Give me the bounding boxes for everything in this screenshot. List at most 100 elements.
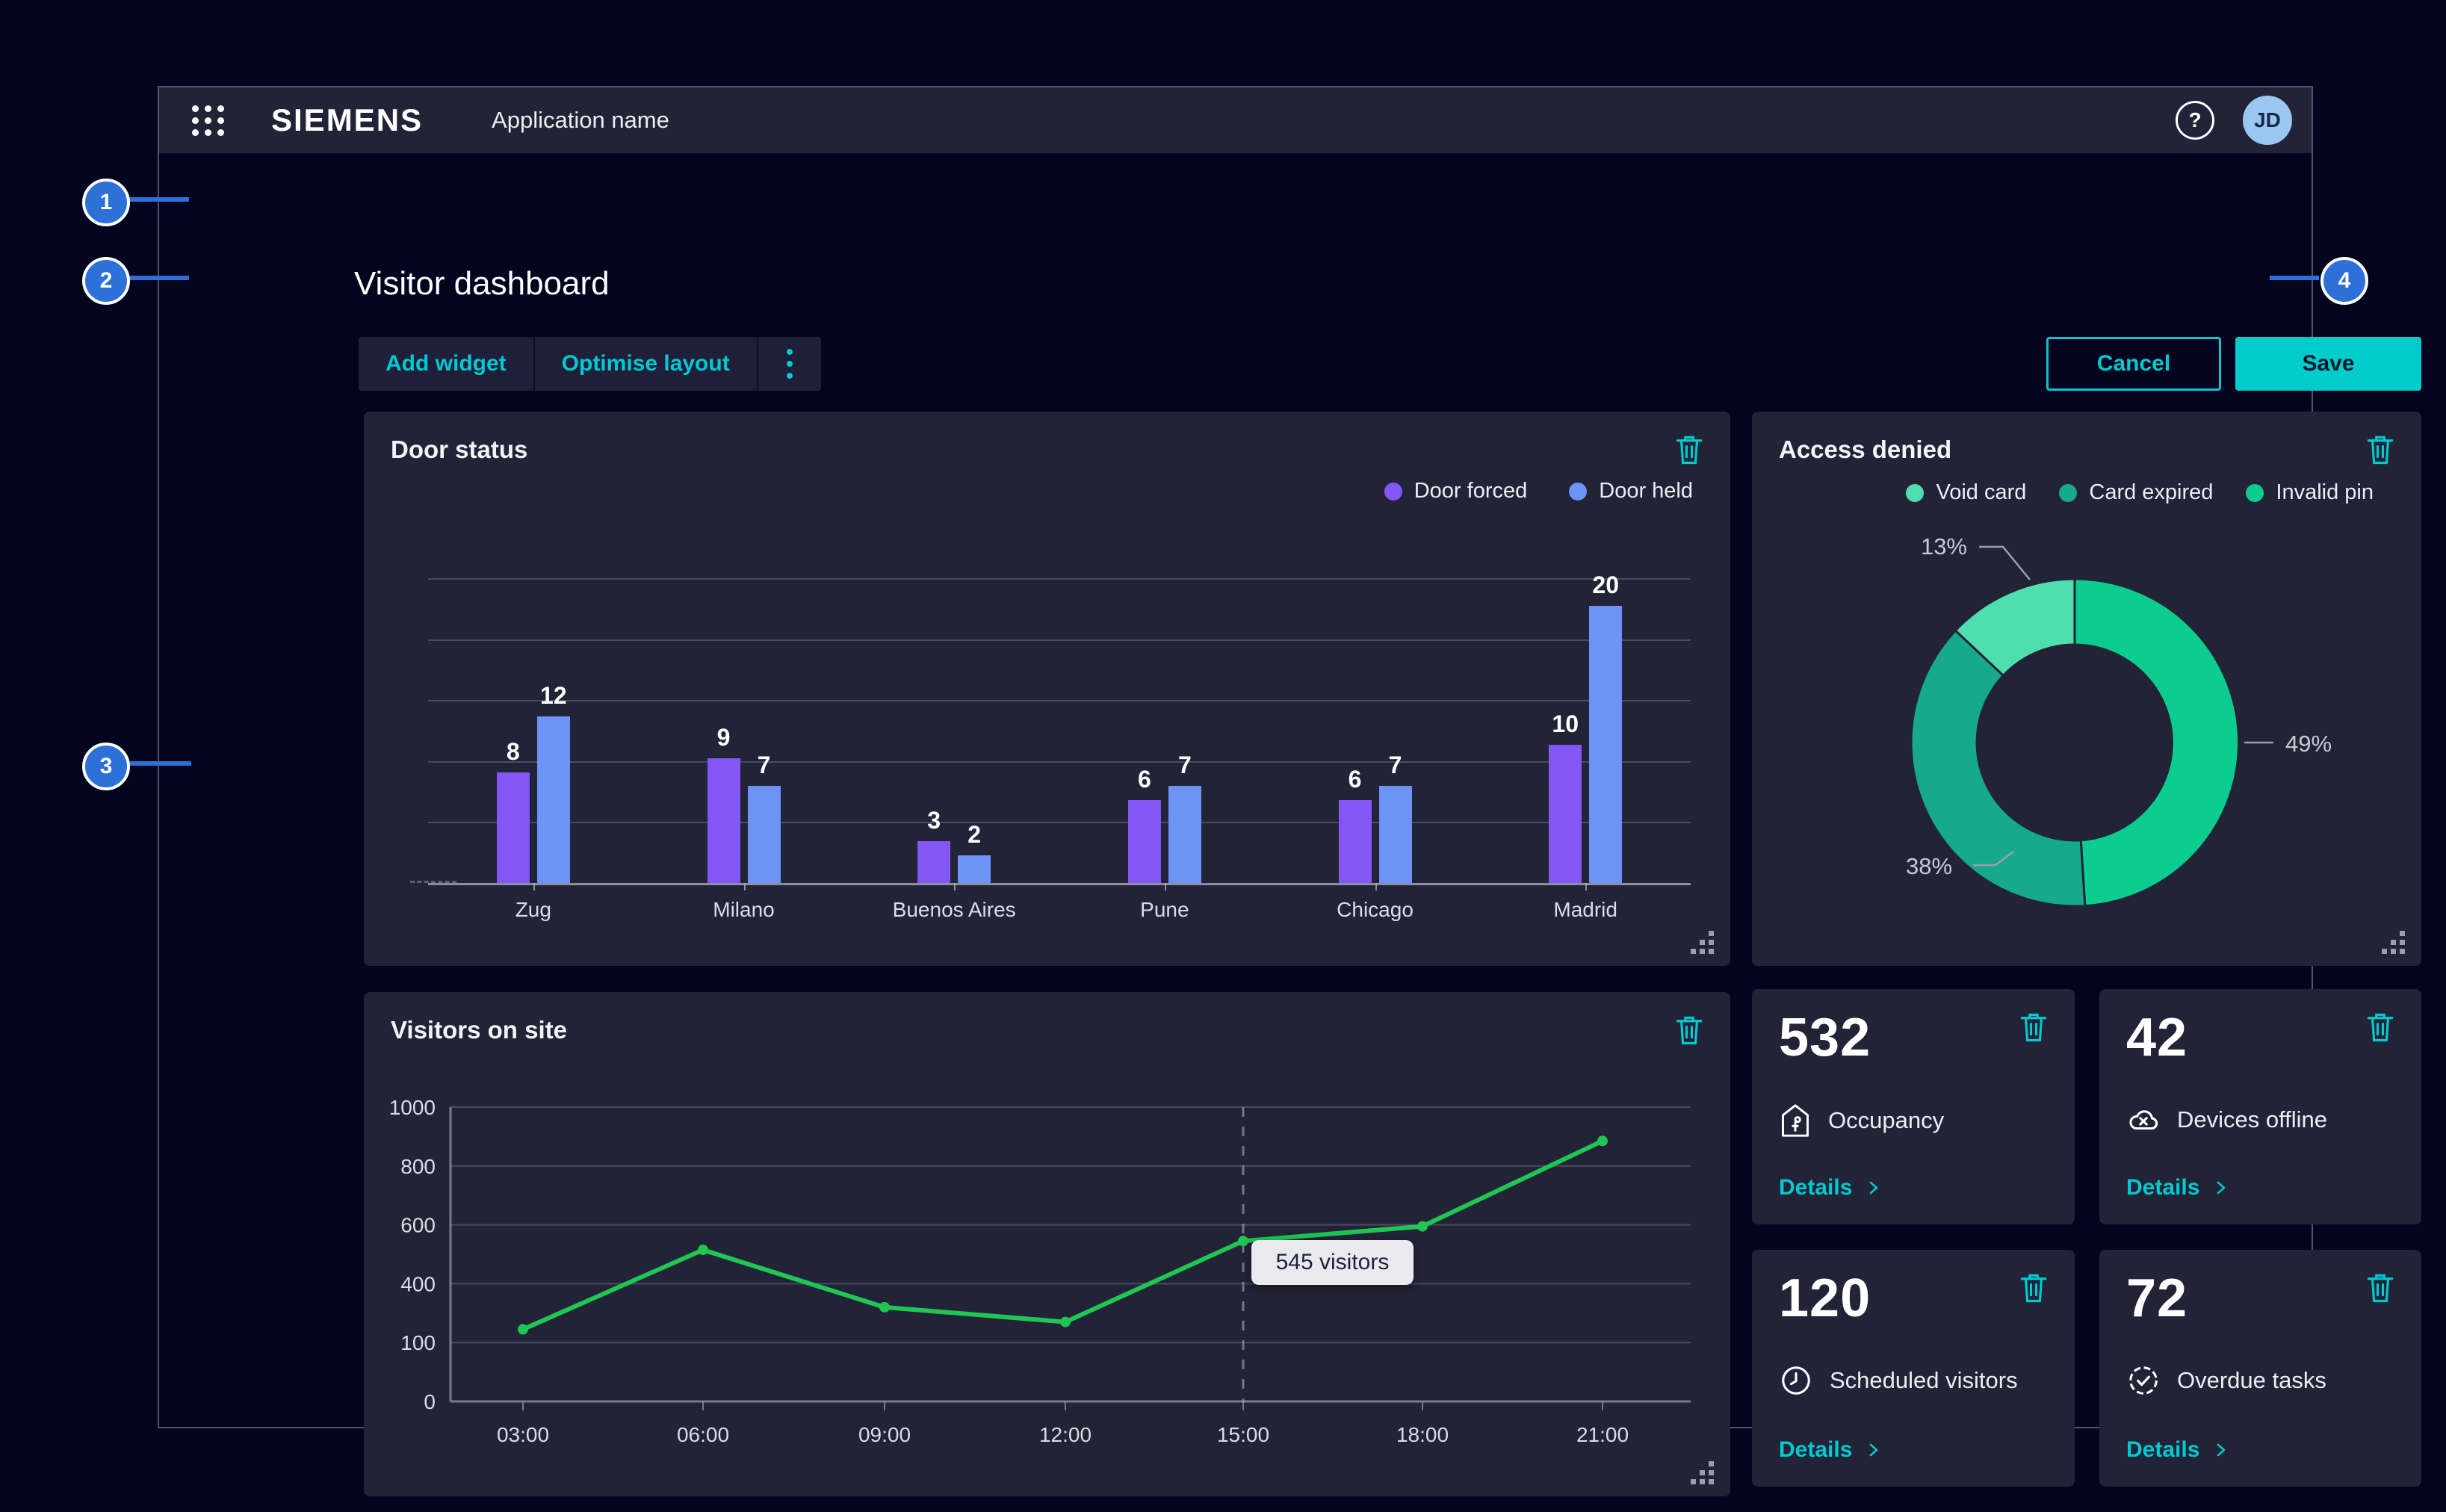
delete-widget-icon[interactable] <box>2365 1271 2396 1305</box>
svg-text:600: 600 <box>400 1214 436 1237</box>
door-status-chart: 8 12 Zug 9 7 Milano 3 2 Buenos Aires 6 7 Pune 6 7 Chic… <box>410 571 1691 921</box>
delete-widget-icon[interactable] <box>2018 1010 2049 1044</box>
donut-label: 49% <box>2285 731 2332 757</box>
delete-widget-icon[interactable] <box>1674 1013 1705 1047</box>
annotation-line-1 <box>126 197 189 202</box>
bar-value: 6 <box>1348 766 1362 793</box>
details-link[interactable]: Details <box>2126 1437 2229 1463</box>
kpi-value: 42 <box>2126 1008 2188 1068</box>
chevron-right-icon <box>1870 1443 1878 1457</box>
svg-text:09:00: 09:00 <box>858 1423 911 1446</box>
delete-widget-icon[interactable] <box>2018 1271 2049 1305</box>
legend-dot <box>2059 483 2078 502</box>
bar: 7 <box>1378 752 1412 883</box>
details-link[interactable]: Details <box>1779 1175 1882 1200</box>
legend-dot <box>2246 483 2264 502</box>
legend-dot <box>1906 483 1925 502</box>
chevron-right-icon <box>2217 1181 2226 1195</box>
category-label: Milano <box>713 898 775 921</box>
bar-group: 6 7 Chicago <box>1270 578 1481 921</box>
svg-text:15:00: 15:00 <box>1217 1423 1269 1446</box>
door-status-legend: Door forced Door held <box>1384 479 1693 504</box>
legend-item: Door held <box>1569 479 1693 504</box>
bar-value: 3 <box>927 807 941 834</box>
access-denied-donut: 49% 38% 13% <box>1813 481 2336 1004</box>
siemens-logo: SIEMENS <box>271 102 424 137</box>
kpi-overdue-tasks-card: 72 Overdue tasks Details <box>2099 1250 2421 1487</box>
bar-group: 3 2 Buenos Aires <box>849 578 1059 921</box>
kpi-label: Overdue tasks <box>2177 1367 2326 1393</box>
bar-group: 8 12 Zug <box>428 578 639 921</box>
axis-tick <box>1164 883 1166 890</box>
optimise-layout-button[interactable]: Optimise layout <box>561 351 730 376</box>
app-launcher-icon[interactable] <box>192 105 225 136</box>
annotation-marker-4: 4 <box>2320 257 2368 305</box>
delete-widget-icon[interactable] <box>2365 433 2396 467</box>
dashboard-frame: SIEMENS Application name ? JD Visitor da… <box>158 86 2421 1496</box>
add-widget-button[interactable]: Add widget <box>386 351 507 376</box>
delete-widget-icon[interactable] <box>1674 433 1705 467</box>
help-icon[interactable]: ? <box>2176 101 2214 140</box>
delete-widget-icon[interactable] <box>2365 1010 2396 1044</box>
bar-value: 6 <box>1137 766 1151 793</box>
more-options-icon[interactable] <box>758 337 821 391</box>
category-label: Madrid <box>1553 898 1617 921</box>
resize-grip[interactable] <box>1691 1461 1714 1484</box>
kpi-devices-offline-card: 42 Devices offline Details <box>2099 989 2421 1224</box>
svg-text:1000: 1000 <box>389 1096 436 1119</box>
annotation-marker-3: 3 <box>82 743 130 790</box>
gridline <box>428 883 1691 885</box>
occupancy-icon <box>1782 1104 1809 1137</box>
axis-tick <box>1375 883 1377 890</box>
bar-value: 7 <box>1177 752 1192 778</box>
category-label: Buenos Aires <box>892 898 1016 921</box>
svg-text:21:00: 21:00 <box>1576 1423 1629 1446</box>
gridline <box>428 700 1691 701</box>
bar-value: 10 <box>1552 710 1579 737</box>
gridline <box>428 578 1691 580</box>
axis-dash <box>410 881 456 883</box>
bar: 7 <box>1168 752 1201 883</box>
avatar[interactable]: JD <box>2243 96 2292 145</box>
annotation-marker-1: 1 <box>82 179 130 226</box>
save-button[interactable]: Save <box>2235 337 2421 391</box>
legend-item: Void card <box>1906 480 2026 505</box>
details-link[interactable]: Details <box>2126 1175 2229 1200</box>
category-label: Zug <box>515 898 551 921</box>
toolbar-divider <box>756 337 758 391</box>
axis-tick <box>954 883 956 890</box>
annotation-line-3 <box>126 761 191 766</box>
svg-text:03:00: 03:00 <box>497 1423 549 1446</box>
kpi-label: Occupancy <box>1828 1107 1945 1133</box>
gridline <box>428 822 1691 823</box>
svg-text:06:00: 06:00 <box>677 1423 729 1446</box>
resize-grip[interactable] <box>1691 931 1714 954</box>
axis-tick <box>533 883 535 890</box>
overdue-tasks-icon <box>2129 1366 2158 1395</box>
widget-toolbar: Add widget Optimise layout <box>359 337 821 391</box>
chevron-right-icon <box>1870 1181 1878 1195</box>
access-denied-legend: Void card Card expired Invalid pin <box>1906 480 2374 505</box>
cancel-button[interactable]: Cancel <box>2046 337 2221 391</box>
annotation-marker-2: 2 <box>82 257 130 305</box>
svg-text:18:00: 18:00 <box>1396 1423 1449 1446</box>
door-status-title: Door status <box>391 436 528 463</box>
visitors-title: Visitors on site <box>391 1016 567 1044</box>
donut-slice <box>2073 577 2241 908</box>
bar: 10 <box>1549 710 1582 883</box>
details-link[interactable]: Details <box>1779 1437 1882 1463</box>
donut-slice <box>1910 628 2087 908</box>
legend-item: Invalid pin <box>2246 480 2374 505</box>
bar-value: 7 <box>1388 752 1402 778</box>
application-name: Application name <box>492 107 669 133</box>
access-denied-card: Access denied Void card Card expired Inv… <box>1752 412 2421 966</box>
gridline <box>428 761 1691 763</box>
resize-grip[interactable] <box>2382 931 2405 954</box>
kpi-value: 120 <box>1779 1268 1871 1328</box>
annotation-line-4 <box>2270 276 2319 280</box>
bar-group: 9 7 Milano <box>639 578 849 921</box>
category-label: Chicago <box>1337 898 1414 921</box>
donut-label: 13% <box>1921 533 1967 560</box>
svg-text:100: 100 <box>400 1331 436 1354</box>
donut-label: 38% <box>1906 853 1952 879</box>
